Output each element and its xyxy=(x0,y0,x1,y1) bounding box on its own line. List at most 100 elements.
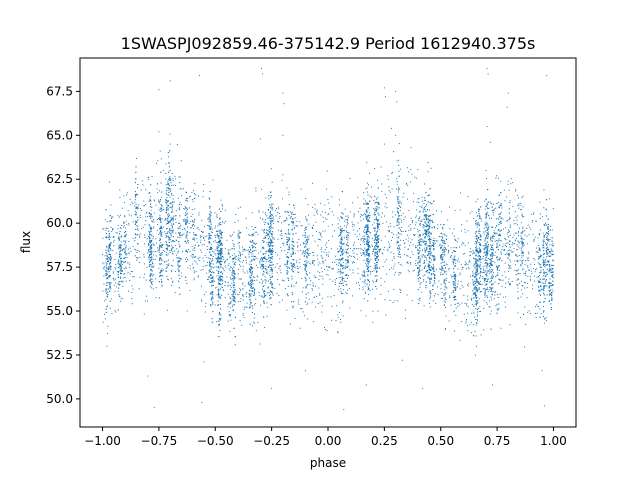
scatter-point xyxy=(239,257,241,259)
scatter-point xyxy=(192,254,194,256)
scatter-point xyxy=(398,202,400,204)
scatter-point xyxy=(178,261,180,263)
scatter-point xyxy=(192,257,194,259)
scatter-point xyxy=(161,244,163,246)
scatter-point xyxy=(398,215,400,217)
scatter-point xyxy=(522,255,524,257)
scatter-point xyxy=(107,269,109,271)
scatter-point xyxy=(442,259,444,261)
scatter-point xyxy=(363,253,365,255)
scatter-point xyxy=(119,227,121,229)
scatter-point xyxy=(375,253,377,255)
scatter-point xyxy=(192,267,194,269)
scatter-point xyxy=(475,237,477,239)
scatter-point xyxy=(516,260,518,262)
scatter-point xyxy=(232,271,234,272)
scatter-point xyxy=(178,280,180,282)
scatter-point xyxy=(545,272,547,274)
scatter-point xyxy=(397,218,399,220)
scatter-point xyxy=(137,243,139,245)
scatter-point xyxy=(170,278,172,280)
scatter-point xyxy=(179,293,181,295)
scatter-point xyxy=(475,302,477,304)
scatter-point xyxy=(171,225,173,227)
scatter-point xyxy=(305,265,307,267)
scatter-point xyxy=(484,245,486,247)
scatter-point xyxy=(418,218,420,220)
scatter-point xyxy=(430,232,432,234)
scatter-point xyxy=(345,266,347,268)
scatter-point xyxy=(417,241,419,243)
scatter-point xyxy=(306,251,308,253)
scatter-point xyxy=(521,252,523,254)
scatter-point xyxy=(398,253,400,255)
scatter-point xyxy=(399,256,401,258)
scatter-point xyxy=(219,250,221,252)
scatter-point xyxy=(484,265,486,267)
scatter-point xyxy=(153,219,155,221)
scatter-point xyxy=(166,204,168,206)
scatter-point xyxy=(521,238,523,240)
scatter-point xyxy=(231,278,233,280)
scatter-point xyxy=(220,261,222,263)
scatter-point xyxy=(400,206,402,208)
scatter-point xyxy=(362,230,364,232)
scatter-point xyxy=(507,281,509,283)
scatter-point xyxy=(304,260,306,262)
scatter-point xyxy=(542,244,544,246)
scatter-point xyxy=(216,215,218,217)
scatter-point xyxy=(418,260,420,262)
scatter-point xyxy=(221,204,223,206)
scatter-point xyxy=(272,258,274,260)
scatter-point xyxy=(165,228,167,230)
scatter-point xyxy=(306,255,308,257)
scatter-point xyxy=(540,286,542,288)
scatter-point xyxy=(542,315,544,317)
scatter-point xyxy=(476,250,478,252)
scatter-point xyxy=(159,259,161,261)
scatter-point xyxy=(148,256,150,258)
scatter-point xyxy=(233,298,235,300)
scatter-point xyxy=(363,249,365,251)
scatter-point xyxy=(476,267,478,269)
scatter-point xyxy=(221,278,223,280)
scatter-point xyxy=(543,253,545,255)
scatter-point xyxy=(375,209,377,211)
scatter-point xyxy=(363,298,365,300)
scatter-point xyxy=(476,301,478,303)
scatter-point xyxy=(150,259,152,261)
scatter-point xyxy=(153,266,155,268)
scatter-point xyxy=(476,289,478,291)
scatter-point xyxy=(170,240,172,242)
scatter-point xyxy=(234,289,236,291)
scatter-point xyxy=(338,285,340,287)
scatter-point xyxy=(306,220,308,222)
scatter-point xyxy=(539,316,541,318)
scatter-point xyxy=(420,258,422,260)
scatter-point xyxy=(160,259,162,261)
scatter-point xyxy=(363,259,365,261)
scatter-point xyxy=(539,248,541,250)
scatter-point xyxy=(542,262,544,264)
scatter-point xyxy=(418,280,420,282)
scatter-point xyxy=(125,267,127,269)
scatter-point xyxy=(171,231,173,233)
scatter-point xyxy=(212,303,214,305)
scatter-point xyxy=(543,234,545,236)
scatter-point xyxy=(517,245,519,247)
scatter-point xyxy=(362,281,364,283)
scatter-point xyxy=(419,224,421,226)
scatter-point xyxy=(522,230,524,232)
scatter-point xyxy=(251,267,253,269)
scatter-point xyxy=(515,232,517,234)
scatter-point xyxy=(417,266,419,268)
scatter-point xyxy=(185,214,187,216)
scatter-point xyxy=(419,223,421,225)
scatter-point xyxy=(483,281,485,283)
scatter-point xyxy=(477,260,479,262)
scatter-point xyxy=(172,201,174,203)
scatter-point xyxy=(123,221,125,223)
scatter-point xyxy=(220,234,222,236)
scatter-point xyxy=(209,248,211,250)
scatter-point xyxy=(455,296,457,298)
